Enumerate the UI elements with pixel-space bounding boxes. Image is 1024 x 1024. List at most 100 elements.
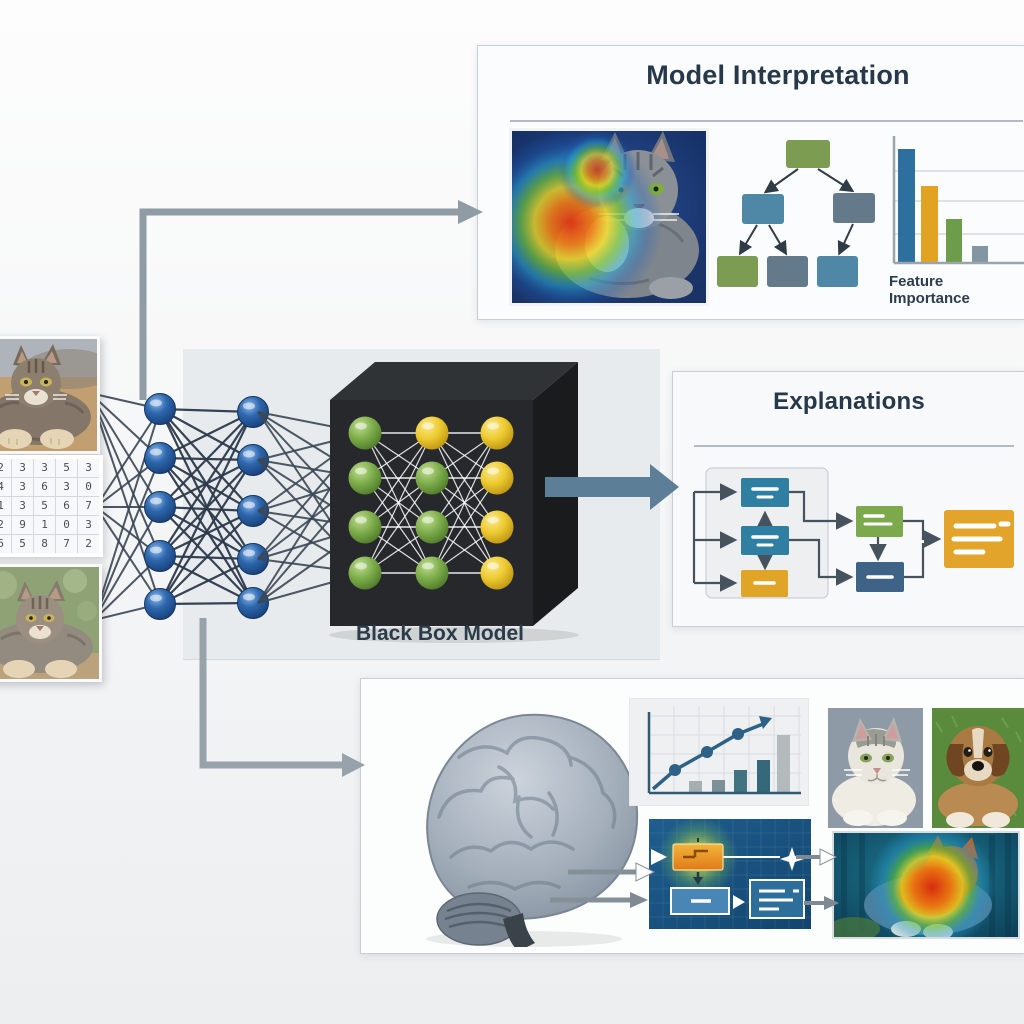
node-highlight xyxy=(150,497,162,505)
saliency-heatmap-output xyxy=(832,831,1020,939)
node-highlight xyxy=(243,501,255,509)
layer-link xyxy=(159,558,254,605)
node-highlight xyxy=(422,467,434,475)
grid-cell: 3 xyxy=(78,459,99,477)
explanation-flowchart xyxy=(692,467,1014,599)
explanations-panel: Explanations xyxy=(672,371,1024,627)
arrow-to-bottom-panel xyxy=(199,618,365,777)
dog-class-photo xyxy=(932,708,1024,828)
node-highlight xyxy=(355,467,367,475)
inner-link xyxy=(364,432,433,574)
node-highlight xyxy=(422,516,434,524)
title-divider xyxy=(510,120,1023,122)
flowchart-to-heatmap-arrows xyxy=(796,848,839,910)
inner-link xyxy=(431,432,498,574)
node-highlight xyxy=(422,422,434,430)
layer-link xyxy=(159,411,254,508)
grid-cell: 4 xyxy=(0,478,11,496)
black-box-model-graphic xyxy=(257,362,579,643)
node-highlight xyxy=(243,402,255,410)
grid-cell: 6 xyxy=(56,497,77,515)
layer-link xyxy=(159,506,254,604)
node-highlight xyxy=(243,593,255,601)
grid-cell: 2 xyxy=(0,516,11,534)
saliency-heatmap-image xyxy=(509,128,709,306)
grid-cell: 3 xyxy=(12,459,33,477)
node-highlight xyxy=(150,399,162,407)
grid-cell: 7 xyxy=(56,535,77,553)
input-link xyxy=(89,392,161,605)
grid-cell: 3 xyxy=(78,516,99,534)
cat-photo-illustration xyxy=(0,567,99,679)
grid-cell: 6 xyxy=(34,478,55,496)
grid-cell: 2 xyxy=(78,535,99,553)
feature-importance-bar xyxy=(972,246,988,263)
node-highlight xyxy=(150,448,162,456)
node-highlight xyxy=(487,422,499,430)
model-interpretation-title: Model Interpretation xyxy=(646,60,910,90)
node-highlight xyxy=(243,450,255,458)
arrow-to-interpretation xyxy=(139,200,483,400)
input-cat-photo-bottom xyxy=(0,564,102,682)
cat-class-photo xyxy=(828,708,923,828)
inner-link xyxy=(364,432,433,528)
input-link xyxy=(95,506,161,605)
feature-importance-bar xyxy=(921,186,938,263)
grid-cell: 1 xyxy=(0,497,11,515)
feature-importance-chart xyxy=(892,136,1024,265)
grid-cell: 1 xyxy=(34,516,55,534)
arrow-to-explanations xyxy=(545,464,679,510)
inner-link xyxy=(364,477,433,574)
grid-cell: 5 xyxy=(12,535,33,553)
trend-bar xyxy=(777,735,790,793)
node-highlight xyxy=(150,594,162,602)
node-highlight xyxy=(355,516,367,524)
inner-link xyxy=(431,432,498,528)
layer-link xyxy=(159,510,254,605)
trend-bar xyxy=(712,780,725,793)
grid-cell: 8 xyxy=(34,535,55,553)
grid-cell: 0 xyxy=(56,516,77,534)
input-link xyxy=(93,408,161,621)
model-interpretation-panel: Model Interpretation xyxy=(477,45,1024,320)
feature-importance-label: Feature Importance xyxy=(889,273,970,307)
trend-chart xyxy=(629,698,809,806)
trend-bar xyxy=(734,770,747,793)
input-link xyxy=(93,457,161,621)
grid-cell: 5 xyxy=(56,459,77,477)
node-highlight xyxy=(150,546,162,554)
human-understanding-panel: Cat Dog xyxy=(360,678,1024,954)
grid-cell: 6 xyxy=(0,535,11,553)
grid-cell: 2 xyxy=(0,459,11,477)
decision-tree-graphic xyxy=(717,140,875,287)
node-highlight xyxy=(355,422,367,430)
title-divider xyxy=(694,445,1014,447)
input-link xyxy=(93,506,161,621)
grid-cell: 3 xyxy=(12,497,33,515)
trend-bar xyxy=(689,781,702,793)
feature-importance-bar xyxy=(946,219,962,263)
node-highlight xyxy=(487,467,499,475)
node-highlight xyxy=(243,549,255,557)
node-highlight xyxy=(355,562,367,570)
grid-cell: 9 xyxy=(12,516,33,534)
grid-cell: 3 xyxy=(56,478,77,496)
cat-photo-illustration xyxy=(0,339,97,451)
node-highlight xyxy=(422,562,434,570)
brain-illustration xyxy=(426,713,639,947)
black-box-label: Black Box Model xyxy=(355,622,525,645)
trend-bar xyxy=(757,760,770,793)
explanations-title: Explanations xyxy=(773,388,925,415)
layer-link xyxy=(159,555,254,604)
layer-link xyxy=(159,411,254,459)
node-highlight xyxy=(487,562,499,570)
layer-link xyxy=(159,411,254,557)
input-cat-photo-top xyxy=(0,336,100,454)
input-link xyxy=(95,408,161,508)
layer-link xyxy=(159,411,254,605)
grid-cell: 7 xyxy=(78,497,99,515)
feature-importance-bar xyxy=(898,149,915,263)
